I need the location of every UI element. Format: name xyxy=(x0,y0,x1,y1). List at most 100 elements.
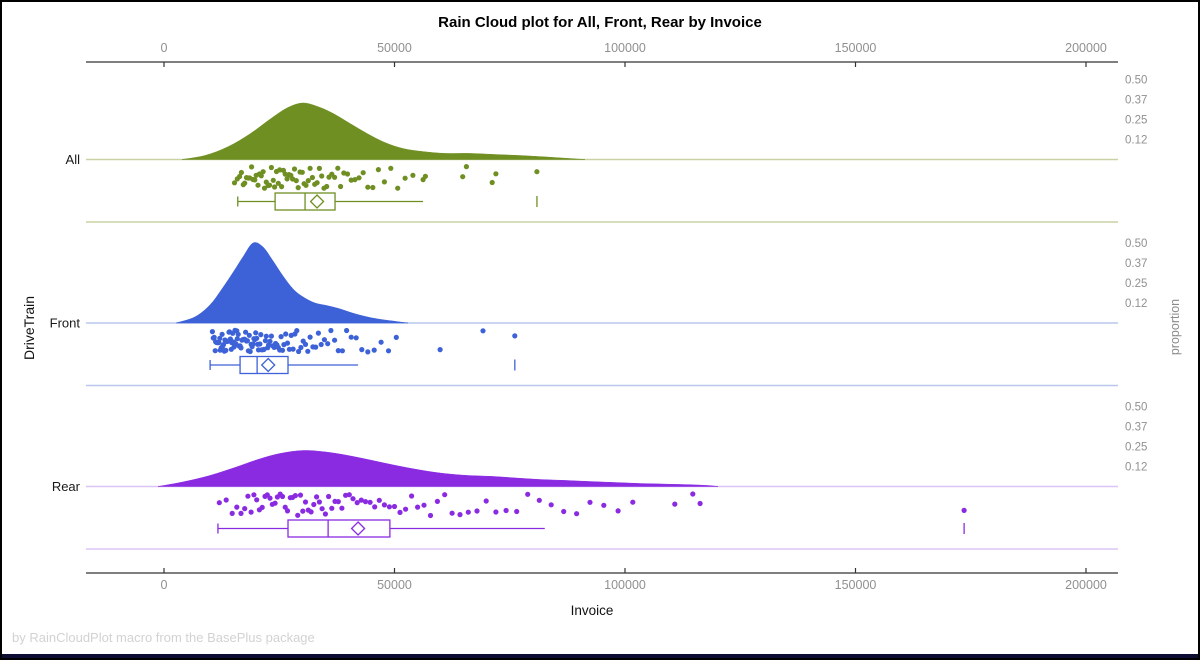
mean-diamond-front xyxy=(260,357,276,373)
jitter-point-rear xyxy=(259,504,265,510)
jitter-point-rear xyxy=(391,503,398,510)
jitter-point-rear xyxy=(381,502,387,508)
jitter-point-rear xyxy=(449,510,455,516)
jitter-point-front xyxy=(298,344,304,351)
jitter-point-rear xyxy=(322,511,328,517)
jitter-point-rear xyxy=(314,494,320,500)
jitter-point-all xyxy=(314,180,320,186)
proportion-tick-label-rear: 0.37 xyxy=(1125,422,1147,434)
jitter-point-all xyxy=(242,180,248,186)
jitter-point-rear xyxy=(421,502,427,508)
box-rear xyxy=(287,519,391,538)
jitter-point-rear xyxy=(295,512,301,518)
jitter-point-rear xyxy=(403,506,409,512)
jitter-point-all xyxy=(388,165,394,171)
category-label-rear: Rear xyxy=(52,479,81,494)
x-axis-bottom-tick-label: 0 xyxy=(161,578,168,592)
jitter-point-front xyxy=(246,332,252,338)
jitter-point-rear xyxy=(615,508,621,514)
jitter-point-all xyxy=(319,173,325,179)
x-axis-top-tick-label: 200000 xyxy=(1065,41,1107,55)
jitter-point-all xyxy=(316,165,322,171)
jitter-point-rear xyxy=(300,508,306,514)
jitter-point-rear xyxy=(284,508,291,514)
jitter-point-front xyxy=(512,333,518,339)
jitter-point-rear xyxy=(319,506,325,512)
jitter-point-front xyxy=(378,339,384,345)
jitter-point-front xyxy=(284,340,291,346)
jitter-point-front xyxy=(325,341,331,347)
jitter-point-all xyxy=(352,177,358,183)
jitter-point-all xyxy=(231,180,238,186)
jitter-point-front xyxy=(253,330,259,336)
jitter-point-front xyxy=(480,328,486,334)
jitter-point-front xyxy=(371,347,377,353)
jitter-point-all xyxy=(238,169,244,176)
jitter-point-rear xyxy=(335,499,341,505)
jitter-point-front xyxy=(321,337,327,343)
jitter-point-front xyxy=(263,333,269,339)
jitter-point-rear xyxy=(376,497,382,503)
jitter-point-all xyxy=(268,164,274,171)
proportion-tick-label-all: 0.37 xyxy=(1125,95,1147,107)
jitter-point-all xyxy=(299,169,305,175)
jitter-point-front xyxy=(344,327,350,334)
jitter-point-rear xyxy=(297,492,304,498)
jitter-point-front xyxy=(339,348,345,354)
proportion-tick-label-rear: 0.12 xyxy=(1125,462,1147,474)
jitter-point-all xyxy=(534,169,540,175)
jitter-point-rear xyxy=(339,505,345,511)
jitter-point-rear xyxy=(308,509,314,515)
jitter-point-rear xyxy=(316,499,322,505)
jitter-point-all xyxy=(267,182,273,188)
jitter-point-all xyxy=(255,182,261,188)
proportion-tick-label-rear: 0.50 xyxy=(1125,402,1147,414)
jitter-point-all xyxy=(309,174,315,181)
jitter-point-front xyxy=(313,344,319,350)
footer-credit: by RainCloudPlot macro from the BasePlus… xyxy=(12,630,315,645)
jitter-point-front xyxy=(393,334,399,340)
jitter-point-rear xyxy=(409,493,415,499)
jitter-point-rear xyxy=(350,496,356,502)
jitter-point-rear xyxy=(630,499,636,505)
jitter-point-rear xyxy=(358,497,364,503)
proportion-tick-label-front: 0.37 xyxy=(1125,258,1147,270)
proportion-tick-label-all: 0.50 xyxy=(1125,75,1147,87)
jitter-point-all xyxy=(293,178,299,184)
jitter-point-rear xyxy=(229,510,235,516)
jitter-point-front xyxy=(286,346,292,352)
jitter-point-all xyxy=(303,182,309,188)
jitter-point-all xyxy=(375,167,381,173)
jitter-point-front xyxy=(211,334,217,340)
jitter-point-all xyxy=(272,184,278,190)
jitter-point-rear xyxy=(254,497,260,503)
jitter-point-front xyxy=(335,348,341,354)
jitter-point-all xyxy=(284,176,290,182)
jitter-point-rear xyxy=(465,509,471,515)
jitter-point-all xyxy=(356,175,362,181)
bottom-bar xyxy=(2,654,1198,658)
jitter-point-rear xyxy=(427,512,434,519)
jitter-point-all xyxy=(291,166,298,172)
jitter-point-all xyxy=(422,173,428,179)
jitter-point-front xyxy=(315,330,321,336)
x-axis-bottom-tick-label: 50000 xyxy=(377,578,412,592)
jitter-point-front xyxy=(257,341,263,347)
jitter-point-front xyxy=(238,345,244,351)
mean-diamond-all xyxy=(309,194,325,209)
jitter-point-front xyxy=(243,329,249,335)
jitter-point-all xyxy=(279,184,285,190)
jitter-point-front xyxy=(437,347,443,353)
jitter-point-front xyxy=(359,347,365,353)
jitter-point-front xyxy=(278,334,284,340)
jitter-point-rear xyxy=(302,499,309,505)
category-label-all: All xyxy=(66,152,81,167)
jitter-point-front xyxy=(332,337,338,343)
jitter-point-all xyxy=(252,177,258,183)
proportion-tick-label-all: 0.25 xyxy=(1125,115,1147,127)
jitter-point-rear xyxy=(514,508,520,515)
jitter-point-all xyxy=(295,185,301,191)
x-axis-label: Invoice xyxy=(570,603,614,618)
jitter-point-front xyxy=(234,336,240,342)
